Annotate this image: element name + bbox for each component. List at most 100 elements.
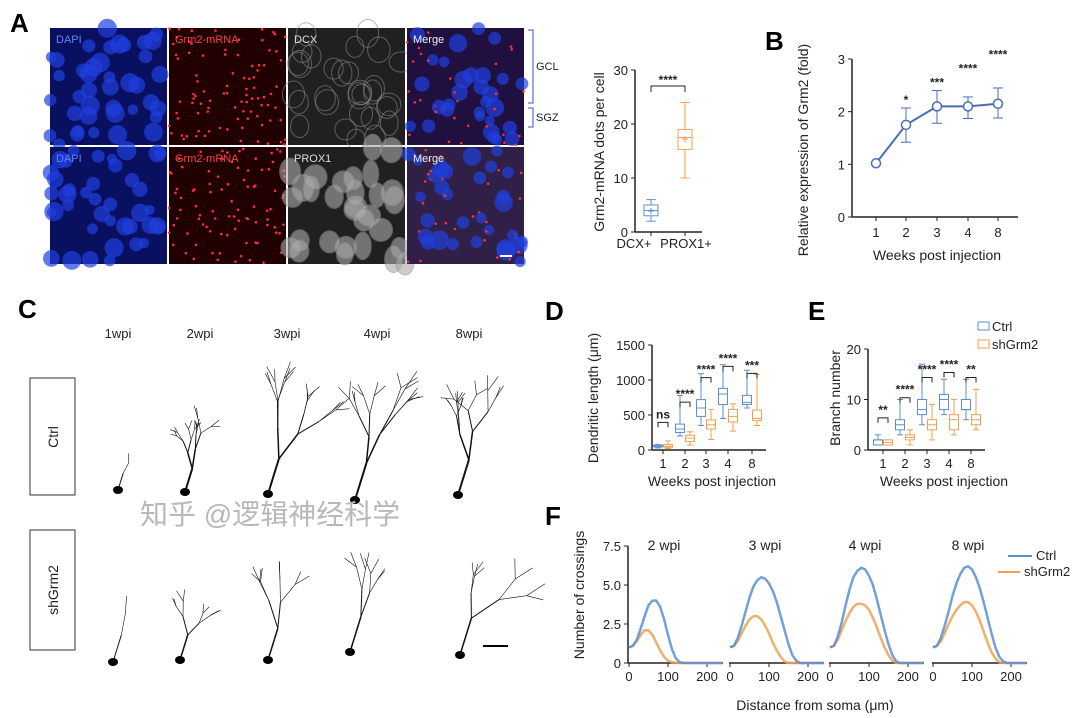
mrna-dot — [271, 160, 275, 164]
mrna-dot — [240, 100, 243, 103]
series-line-ctrl — [932, 564, 1027, 665]
mrna-dot — [453, 227, 457, 231]
dendrite — [356, 566, 363, 590]
mrna-dot — [274, 106, 277, 109]
x-tick-label: 200 — [696, 669, 718, 684]
mrna-dot — [272, 31, 275, 34]
mrna-dot — [184, 251, 188, 255]
cell — [368, 217, 394, 242]
mrna-dot — [485, 230, 488, 233]
dendrite — [195, 427, 197, 436]
box — [949, 414, 959, 431]
mrna-dot — [190, 29, 194, 33]
mrna-dot — [246, 117, 250, 120]
dendrite — [124, 596, 127, 615]
dendrite — [191, 448, 197, 469]
nucleus — [79, 64, 98, 83]
nucleus — [43, 129, 57, 143]
box — [961, 399, 971, 411]
mrna-dot — [179, 208, 182, 212]
mrna-dot — [242, 76, 246, 80]
mrna-dot — [167, 124, 171, 128]
cell — [376, 96, 398, 119]
dendrite — [472, 411, 489, 432]
mrna-dot — [186, 232, 189, 235]
nucleus — [141, 216, 160, 234]
dendrite — [456, 392, 463, 403]
mrna-dot — [199, 150, 202, 154]
box — [873, 439, 883, 446]
mrna-dot — [275, 50, 278, 53]
y-tick-label: 0 — [614, 656, 621, 671]
dendrite — [364, 557, 372, 574]
significance-label: * — [904, 93, 909, 107]
nucleus — [484, 115, 495, 126]
mrna-dot — [265, 209, 269, 212]
mrna-dot — [175, 111, 178, 115]
nucleus — [143, 31, 162, 51]
mrna-dot — [222, 92, 226, 95]
cell — [331, 170, 356, 194]
panel-letter-b: B — [765, 26, 784, 56]
dendrite — [457, 459, 470, 496]
row-label-shgrm2: shGrm2 — [45, 565, 61, 615]
mrna-dot — [182, 137, 185, 141]
mrna-dot — [207, 129, 211, 133]
dendrite — [397, 373, 402, 388]
cell — [338, 61, 360, 85]
cell — [291, 40, 313, 64]
nucleus — [62, 250, 82, 270]
mrna-dot — [246, 185, 250, 188]
cell — [300, 44, 322, 69]
nucleus — [153, 147, 167, 161]
dendrite — [117, 473, 124, 491]
mrna-dot — [518, 197, 522, 200]
y-tick-label: 0 — [838, 210, 845, 225]
dendrite — [338, 387, 350, 399]
mrna-dot — [175, 217, 179, 220]
dendrite — [495, 387, 501, 398]
nucleus — [434, 179, 450, 195]
dendrite — [353, 392, 356, 403]
mrna-dot — [434, 222, 438, 225]
mrna-dot — [408, 133, 411, 137]
cell — [345, 35, 365, 58]
dendrite — [187, 622, 200, 636]
dendrite — [498, 595, 527, 600]
dendrite — [370, 558, 380, 574]
mrna-dot — [495, 256, 499, 259]
nucleus — [417, 228, 434, 244]
y-axis-label: Dendritic length (μm) — [585, 333, 601, 463]
dendrite — [379, 410, 394, 435]
image-label: Grm2-mRNA — [175, 34, 239, 46]
cell — [351, 83, 372, 105]
box — [917, 399, 927, 416]
mrna-dot — [172, 42, 175, 46]
dendrite — [193, 405, 199, 419]
dendrite — [260, 567, 263, 582]
nucleus — [475, 212, 487, 224]
mrna-dot — [226, 128, 229, 131]
mrna-dot — [207, 106, 210, 110]
nucleus — [483, 224, 495, 236]
dendrite — [280, 584, 296, 603]
nucleus — [144, 122, 163, 142]
dendrite — [270, 384, 278, 402]
mrna-dot — [221, 149, 224, 153]
x-tick-label: 2 — [681, 456, 688, 471]
dendrite — [394, 399, 409, 415]
mrna-dot — [170, 172, 173, 175]
dendrite — [120, 613, 126, 636]
dendrite — [460, 397, 464, 407]
mrna-dot — [196, 80, 199, 83]
mean-marker — [682, 136, 688, 143]
mrna-dot — [172, 243, 175, 247]
nucleus — [446, 238, 459, 251]
nucleus — [116, 217, 135, 236]
nucleus — [72, 89, 87, 104]
dendrite — [474, 380, 477, 395]
significance-bracket — [746, 372, 758, 379]
column-label: 1wpi — [105, 326, 132, 341]
cell — [368, 182, 386, 209]
